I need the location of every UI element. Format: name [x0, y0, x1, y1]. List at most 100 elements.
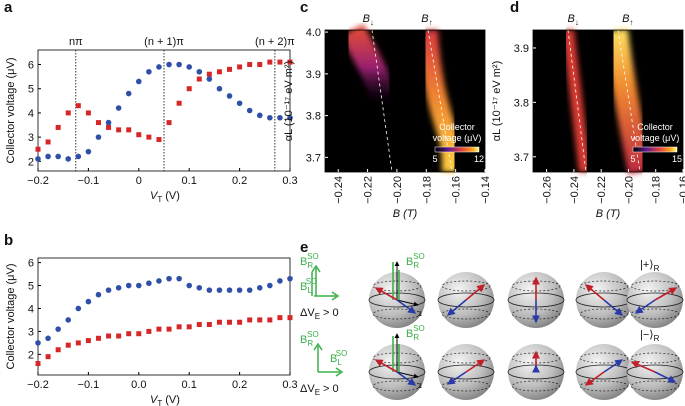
data-point [105, 119, 112, 126]
data-point [55, 153, 61, 160]
x-tick-label: 0.3 [282, 175, 297, 187]
colorbar [434, 146, 480, 153]
data-point [115, 285, 122, 291]
data-point [75, 103, 81, 109]
x-tick-label: −0.16 [678, 176, 685, 204]
data-point [277, 278, 283, 284]
x-tick-label: −0.14 [480, 176, 492, 204]
data-point [176, 61, 182, 68]
colorbar-tick-label: 5 [630, 154, 635, 164]
field-label: BRSO [406, 252, 425, 270]
plot-frame [532, 29, 684, 173]
plot-frame [37, 257, 291, 376]
x-tick-label: 0.2 [232, 175, 247, 187]
data-point [75, 153, 82, 160]
marker-symbol: B [622, 13, 629, 25]
y-tick-label: 6 [28, 60, 34, 72]
data-point [45, 153, 51, 160]
x-label-sub: T [157, 399, 162, 406]
data-point [186, 86, 192, 92]
y-tick-label: 3 [28, 326, 34, 338]
x-tick-label: 0.0 [131, 379, 146, 391]
x-tick-label: 0.3 [282, 379, 297, 391]
field-marker: B↓ [568, 13, 579, 27]
y-axis-label: αL (10⁻¹⁷ eV m²) [283, 61, 295, 142]
x-tick-label: −0.1 [78, 379, 100, 391]
panel-label: a [4, 0, 13, 16]
data-point [287, 59, 293, 65]
data-point [146, 328, 152, 334]
data-point [246, 287, 253, 293]
data-point [125, 90, 132, 97]
x-tick-label: −0.2 [27, 175, 49, 187]
data-point [186, 324, 192, 330]
data-point [176, 100, 182, 106]
x-tick-label: −0.20 [392, 176, 404, 204]
y-axis-label: αL (10⁻¹⁷ eV m²) [491, 61, 503, 142]
data-point [45, 335, 51, 342]
data-point [95, 335, 101, 341]
data-point [106, 333, 112, 339]
data-point [136, 78, 142, 85]
data-point [85, 110, 91, 116]
y-tick-label: 2 [28, 349, 34, 361]
plot-frame [324, 29, 486, 173]
annotation-label: nπ [69, 36, 83, 48]
data-point [156, 137, 162, 143]
colorbar [632, 146, 678, 153]
data-point [176, 275, 182, 282]
data-point [126, 331, 132, 337]
marker-symbol: B [568, 13, 575, 25]
data-point [256, 112, 263, 119]
condition-label: ΔVE > 0 [300, 307, 339, 321]
y-axis-label: Collector voltage (μV) [5, 58, 17, 164]
data-point [95, 120, 101, 126]
colorbar-label: Collector [637, 122, 673, 132]
x-tick-label: −0.26 [542, 176, 554, 204]
x-axis-label: VT (V) [150, 190, 180, 204]
data-point [65, 317, 72, 323]
data-point [136, 331, 142, 337]
x-label-symbol: V [150, 394, 159, 406]
data-point [267, 114, 273, 121]
y-tick-label: 4.0 [306, 27, 321, 39]
y-tick-label: 3.7 [514, 152, 529, 164]
data-point [45, 354, 51, 360]
state-arrows [374, 261, 678, 386]
data-point [257, 317, 263, 323]
y-tick-label: 4 [28, 303, 34, 315]
data-point [216, 69, 222, 75]
marker-sub: ↓ [370, 18, 374, 27]
data-point [267, 317, 273, 323]
x-label-unit: (V) [165, 190, 180, 202]
colorbar-tick-label: 15 [672, 154, 682, 164]
data-point [216, 287, 223, 293]
colorbar-tick-label: 5 [432, 154, 437, 164]
data-point [287, 275, 293, 282]
colorbar-label: voltage (μV) [631, 133, 680, 143]
data-point [75, 305, 82, 312]
data-point [226, 287, 233, 293]
data-point [267, 59, 273, 65]
data-point [45, 139, 51, 145]
data-point [156, 326, 162, 332]
data-point [126, 127, 132, 133]
panel-label: b [4, 232, 13, 249]
colorbar-label: voltage (μV) [433, 133, 482, 143]
x-label-sub: T [157, 195, 162, 204]
data-point [105, 287, 112, 293]
diagram-e: e BRSO BLSO ΔVE > 0 BRSO BLSO ΔVE > 0 BRSO… [300, 239, 684, 401]
data-point [247, 62, 253, 68]
y-tick-label: 3.7 [306, 152, 321, 164]
data-point [196, 285, 203, 291]
data-point [256, 285, 263, 291]
data-point [196, 76, 202, 82]
y-tick-label: 6 [28, 258, 34, 270]
field-label: BLSO [300, 277, 317, 295]
data-point [75, 340, 81, 346]
data-point [146, 68, 152, 75]
x-axis-label: VT (V) [150, 394, 180, 406]
data-point [55, 347, 61, 353]
marker-sub: ↑ [429, 18, 433, 27]
x-tick-label: −0.22 [596, 176, 608, 204]
